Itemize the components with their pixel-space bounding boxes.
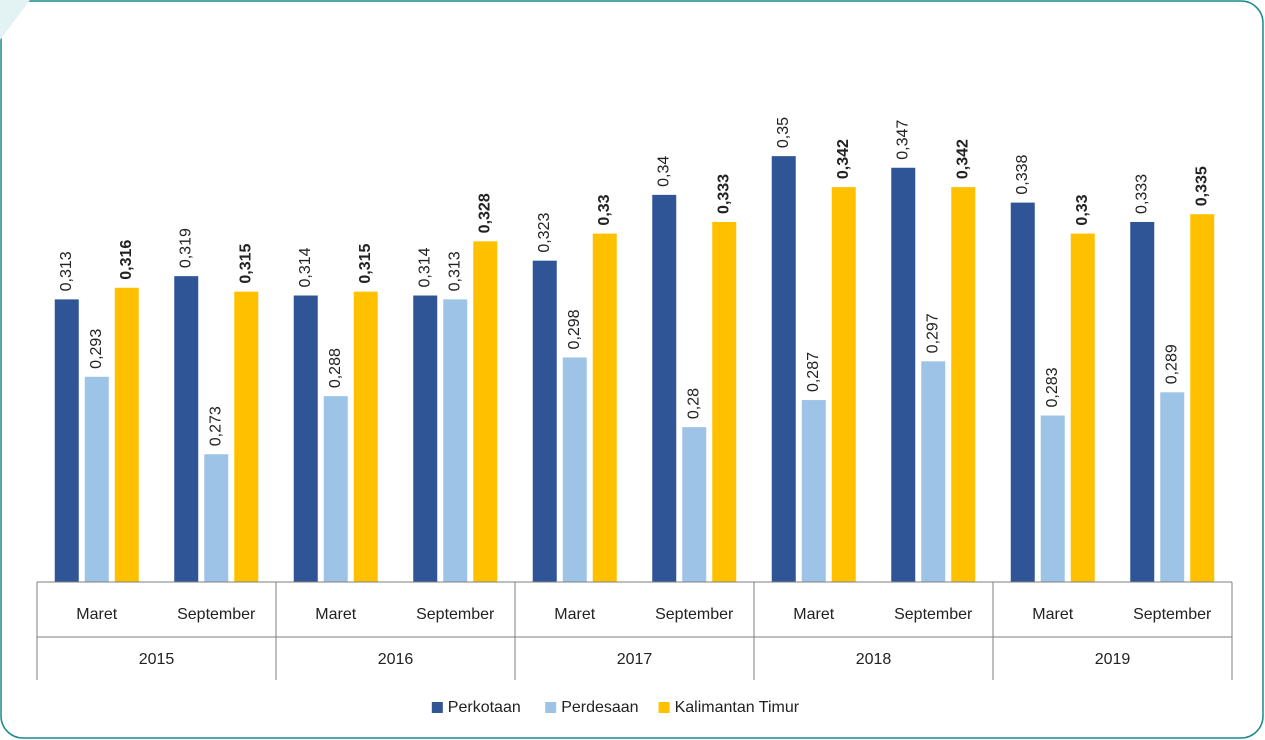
bar xyxy=(353,291,378,582)
bar xyxy=(951,187,976,582)
bar xyxy=(114,287,139,582)
x-tick-label: Maret xyxy=(793,606,834,623)
x-tick-label: Maret xyxy=(1032,606,1073,623)
bar xyxy=(1040,415,1065,582)
legend-swatch xyxy=(658,702,670,713)
x-tick-label: Maret xyxy=(315,606,356,623)
x-group-label: 2018 xyxy=(856,651,892,668)
bar xyxy=(831,187,856,582)
bar xyxy=(921,361,946,582)
bar xyxy=(1070,233,1095,583)
legend-swatch xyxy=(431,702,443,713)
bar xyxy=(1130,221,1155,582)
bar xyxy=(1010,202,1035,582)
bar xyxy=(712,221,737,582)
value-label: 0,287 xyxy=(805,352,822,392)
value-label: 0,297 xyxy=(924,313,941,353)
value-label: 0,313 xyxy=(446,251,463,291)
value-label: 0,314 xyxy=(297,247,314,287)
value-label: 0,319 xyxy=(177,228,194,268)
value-label: 0,338 xyxy=(1014,154,1031,194)
value-label: 0,323 xyxy=(536,213,553,253)
value-label: 0,289 xyxy=(1163,344,1180,384)
bar xyxy=(801,400,826,582)
value-label: 0,283 xyxy=(1044,367,1061,407)
value-label: 0,315 xyxy=(237,244,254,284)
bar xyxy=(84,376,109,582)
value-label: 0,28 xyxy=(685,388,702,419)
value-label: 0,293 xyxy=(88,329,105,369)
bar xyxy=(562,357,587,582)
value-label: 0,316 xyxy=(118,240,135,280)
value-label: 0,328 xyxy=(476,193,493,233)
bar xyxy=(234,291,259,582)
x-tick-label: September xyxy=(655,606,734,623)
value-label: 0,33 xyxy=(596,194,613,225)
x-group-label: 2017 xyxy=(617,651,653,668)
value-label: 0,347 xyxy=(894,120,911,160)
x-tick-label: September xyxy=(1133,606,1212,623)
legend-swatch xyxy=(545,702,557,713)
x-tick-label: Maret xyxy=(76,606,117,623)
bar xyxy=(443,299,468,582)
bar xyxy=(652,194,677,582)
value-label: 0,335 xyxy=(1193,166,1210,206)
legend-label: Perkotaan xyxy=(448,699,521,716)
value-label: 0,342 xyxy=(835,139,852,179)
value-label: 0,313 xyxy=(58,251,75,291)
x-tick-label: September xyxy=(177,606,256,623)
value-label: 0,33 xyxy=(1074,194,1091,225)
value-label: 0,288 xyxy=(327,348,344,388)
value-label: 0,34 xyxy=(655,156,672,187)
value-label: 0,273 xyxy=(207,406,224,446)
bar xyxy=(413,295,438,582)
value-label: 0,314 xyxy=(416,247,433,287)
bar xyxy=(293,295,318,582)
x-group-label: 2019 xyxy=(1095,651,1131,668)
legend-label: Perdesaan xyxy=(561,699,638,716)
bar xyxy=(1160,392,1185,582)
bar xyxy=(592,233,617,583)
value-label: 0,333 xyxy=(1133,174,1150,214)
bar xyxy=(473,241,498,583)
bar xyxy=(532,260,557,582)
bar xyxy=(771,156,796,582)
value-label: 0,342 xyxy=(954,139,971,179)
bar xyxy=(891,167,916,582)
x-group-label: 2016 xyxy=(378,651,414,668)
bar xyxy=(174,276,199,582)
value-label: 0,333 xyxy=(715,174,732,214)
bar xyxy=(1190,214,1215,582)
x-tick-label: Maret xyxy=(554,606,595,623)
bar xyxy=(204,454,229,582)
value-label: 0,315 xyxy=(357,244,374,284)
x-tick-label: September xyxy=(894,606,973,623)
value-label: 0,35 xyxy=(775,117,792,148)
corner-decoration xyxy=(0,0,30,40)
x-group-label: 2015 xyxy=(139,651,175,668)
bar xyxy=(54,299,79,582)
bar xyxy=(682,427,707,582)
bar xyxy=(323,396,348,582)
value-label: 0,298 xyxy=(566,309,583,349)
x-tick-label: September xyxy=(416,606,495,623)
legend-label: Kalimantan Timur xyxy=(675,699,800,716)
